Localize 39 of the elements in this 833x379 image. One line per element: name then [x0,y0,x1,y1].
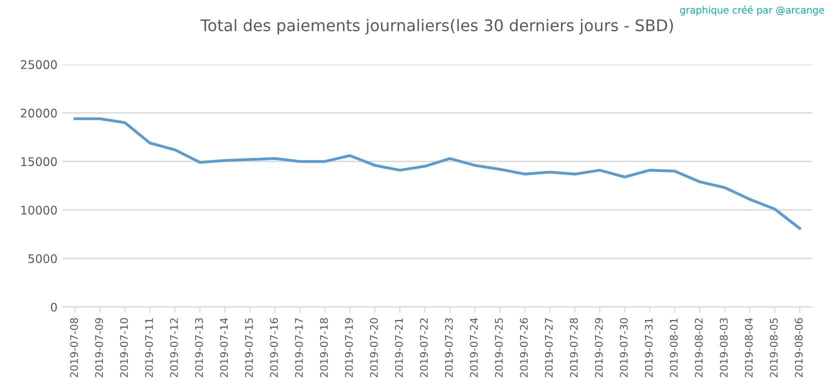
x-tick-label: 2019-07-26 [520,318,528,378]
text: graphique créé par @arcange [680,6,824,16]
x-tick-label: 2019-07-16 [270,318,278,378]
x-tick-label: 2019-08-04 [744,318,753,378]
x-tick-label: 2019-07-24 [470,318,478,378]
x-tick-label: 2019-07-14 [220,318,228,378]
x-tick-label: 2019-07-27 [544,318,553,378]
x-tick-label: 2019-07-21 [394,318,403,378]
y-tick-label: 0 [50,302,57,312]
x-tick-label: 2019-07-28 [570,318,578,378]
line-series [74,117,802,230]
x-tick-label: 2019-07-10 [120,318,128,378]
x-tick-label: 2019-07-17 [295,318,303,378]
y-tick-label: 25000 [20,60,57,70]
x-tick-label: 2019-07-19 [345,318,353,378]
x-tick-label: 2019-07-25 [494,318,503,378]
x-tick-label: 2019-08-01 [670,318,678,378]
chart-title: Total des paiements journaliers(les 30 derniers jours - SBD) [200,18,673,34]
x-tick-label: 2019-08-06 [794,318,803,378]
y-tick-label: 20000 [20,108,57,118]
x-tick-label: 2019-07-12 [170,318,178,378]
x-tick-label: 2019-07-31 [644,318,653,378]
x-tick-label: 2019-07-09 [95,318,103,378]
x-tick-label: 2019-07-11 [145,318,153,378]
x-tick-label: 2019-07-08 [70,318,78,378]
x-tick-label: 2019-07-15 [245,318,253,378]
x-tick-label: 2019-08-02 [694,318,703,378]
x-tick-label: 2019-07-18 [320,318,328,378]
y-tick-label: 15000 [21,157,57,166]
y-tick-label: 5000 [28,254,57,264]
x-tick-label: 2019-07-23 [444,318,453,378]
x-tick-label: 2019-07-20 [370,318,378,378]
x-tick-label: 2019-08-05 [770,318,778,378]
y-tick-label: 10000 [21,206,57,215]
x-tick-label: 2019-07-22 [420,318,428,378]
x-tick-label: 2019-07-30 [620,318,628,378]
x-tick-label: 2019-07-13 [195,318,203,378]
x-tick-label: 2019-07-29 [594,318,603,378]
x-tick-label: 2019-08-03 [720,318,728,378]
